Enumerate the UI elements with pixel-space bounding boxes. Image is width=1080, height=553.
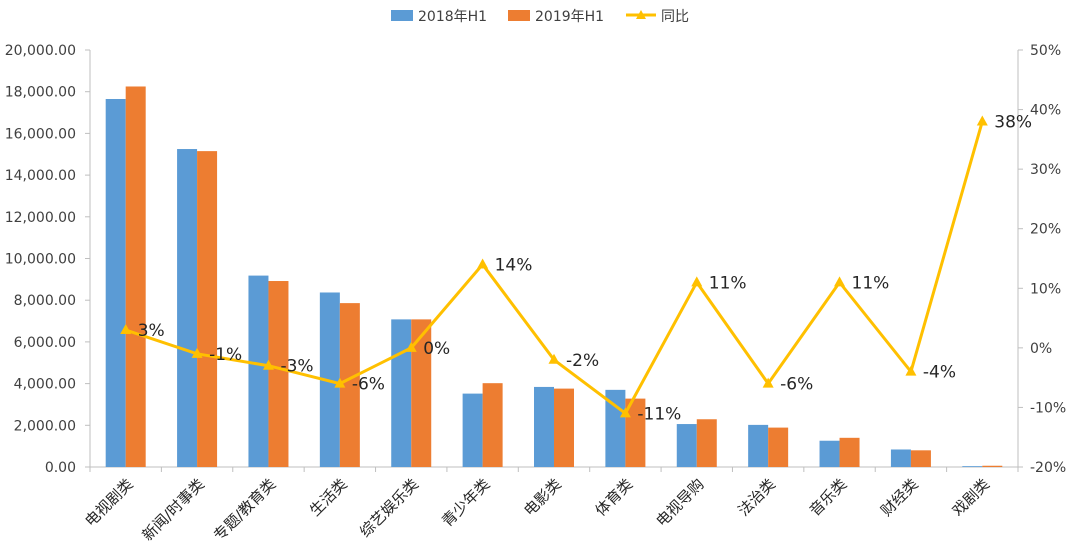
y-right-tick-label: 30% <box>1030 162 1061 178</box>
bar-2019 <box>482 383 503 467</box>
category-label: 法治类 <box>734 475 779 520</box>
y-left-tick-label: 8,000.00 <box>14 293 76 309</box>
y-left-tick-label: 10,000.00 <box>5 252 76 268</box>
bar-2019 <box>768 427 789 467</box>
bar-2019 <box>125 86 146 468</box>
y-right-tick-label: 40% <box>1030 103 1061 119</box>
yoy-marker <box>191 347 203 358</box>
yoy-marker <box>762 377 774 388</box>
bar-2019 <box>625 398 646 467</box>
y-right-tick-label: -20% <box>1030 460 1066 476</box>
category-label: 音乐类 <box>806 475 851 520</box>
bar-2019 <box>839 437 860 467</box>
bar-2019 <box>982 465 1003 467</box>
bar-2018 <box>676 424 697 467</box>
category-label: 青少年类 <box>438 475 493 530</box>
bar-2019 <box>554 388 574 467</box>
bar-2018 <box>534 386 554 467</box>
yoy-marker <box>120 323 132 334</box>
bar-2019 <box>910 450 931 467</box>
bar-2018 <box>105 98 126 467</box>
bar-2019 <box>696 419 717 467</box>
yoy-data-label: 3% <box>138 321 165 341</box>
legend-label-2018: 2018年H1 <box>418 9 487 25</box>
bar-2018 <box>962 466 983 467</box>
yoy-data-label: 0% <box>423 339 450 359</box>
legend-swatch-2019 <box>508 10 530 21</box>
yoy-data-label: -11% <box>637 404 681 424</box>
category-label: 专题/教育类 <box>210 475 279 544</box>
category-label: 戏剧类 <box>949 475 994 520</box>
y-left-tick-label: 14,000.00 <box>5 168 76 184</box>
bar-2018 <box>748 424 769 467</box>
axes: 0.00 2,000.00 4,000.00 6,000.00 8,000.00 10,0… <box>5 43 1066 476</box>
bar-2019 <box>339 303 360 467</box>
yoy-data-label: -3% <box>280 357 313 377</box>
yoy-marker <box>334 377 346 388</box>
category-label: 电视导购 <box>652 475 707 530</box>
category-label: 财经类 <box>877 475 922 520</box>
yoy-marker <box>548 353 560 364</box>
yoy-data-label: -4% <box>923 363 956 383</box>
bar-2018 <box>819 440 840 467</box>
y-right-tick-label: 50% <box>1030 43 1061 59</box>
category-label: 新闻/时事类 <box>139 475 208 544</box>
yoy-marker <box>262 359 274 370</box>
yoy-data-label: 14% <box>495 255 533 275</box>
category-label: 电影类 <box>520 475 565 520</box>
yoy-data-label: -6% <box>352 375 385 395</box>
category-label: 体育类 <box>592 475 637 520</box>
y-right-tick-label: -10% <box>1030 400 1066 416</box>
y-left-tick-label: 18,000.00 <box>5 85 76 101</box>
y-right-tick-label: 10% <box>1030 281 1061 297</box>
bar-2018 <box>462 393 483 467</box>
bar-2018 <box>391 319 412 467</box>
bar-2018 <box>177 149 198 467</box>
category-label: 生活类 <box>306 475 351 520</box>
legend-label-2019: 2019年H1 <box>535 9 604 25</box>
yoy-marker <box>834 276 846 287</box>
yoy-marker <box>619 407 631 418</box>
yoy-marker <box>477 258 489 269</box>
yoy-data-label: 11% <box>852 273 890 293</box>
category-label: 电视剧类 <box>81 475 136 530</box>
bar-2018 <box>890 449 911 467</box>
yoy-marker <box>405 341 417 352</box>
y-left-tick-label: 2,000.00 <box>14 418 76 434</box>
yoy-marker <box>905 365 917 376</box>
yoy-data-label: 38% <box>994 112 1032 132</box>
yoy-marker <box>691 276 703 287</box>
y-left-tick-label: 12,000.00 <box>5 210 76 226</box>
bar-2018 <box>248 275 269 467</box>
legend-swatch-yoy-marker <box>636 10 646 19</box>
y-right-tick-label: 20% <box>1030 222 1061 238</box>
yoy-data-label: -2% <box>566 351 599 371</box>
yoy-line-series: 3% -1% -3% -6% 0% 14% -2% -11% 11% -6% 11% -4% 38% <box>120 112 1032 424</box>
y-right-tick-label: 0% <box>1030 341 1052 357</box>
y-left-tick-label: 16,000.00 <box>5 126 76 142</box>
legend-swatch-2018 <box>391 10 413 21</box>
category-labels: 电视剧类 新闻/时事类 专题/教育类 生活类 综艺娱乐类 青少年类 电影类 体育类 电视导购 法治… <box>81 475 993 544</box>
legend-label-yoy: 同比 <box>661 9 689 25</box>
y-left-tick-label: 4,000.00 <box>14 377 76 393</box>
legend: 2018年H1 2019年H1 同比 <box>391 9 689 25</box>
category-label: 综艺娱乐类 <box>356 475 422 541</box>
y-left-tick-label: 20,000.00 <box>5 43 76 59</box>
yoy-data-label: -6% <box>780 375 813 395</box>
y-left-tick-label: 0.00 <box>45 460 76 476</box>
y-left-tick-label: 6,000.00 <box>14 335 76 351</box>
yoy-data-label: 11% <box>709 273 747 293</box>
yoy-data-label: -1% <box>209 345 242 365</box>
bar-2019 <box>268 281 289 467</box>
bar-2019 <box>197 151 218 467</box>
bar-2019 <box>411 319 432 467</box>
yoy-marker <box>976 115 988 126</box>
